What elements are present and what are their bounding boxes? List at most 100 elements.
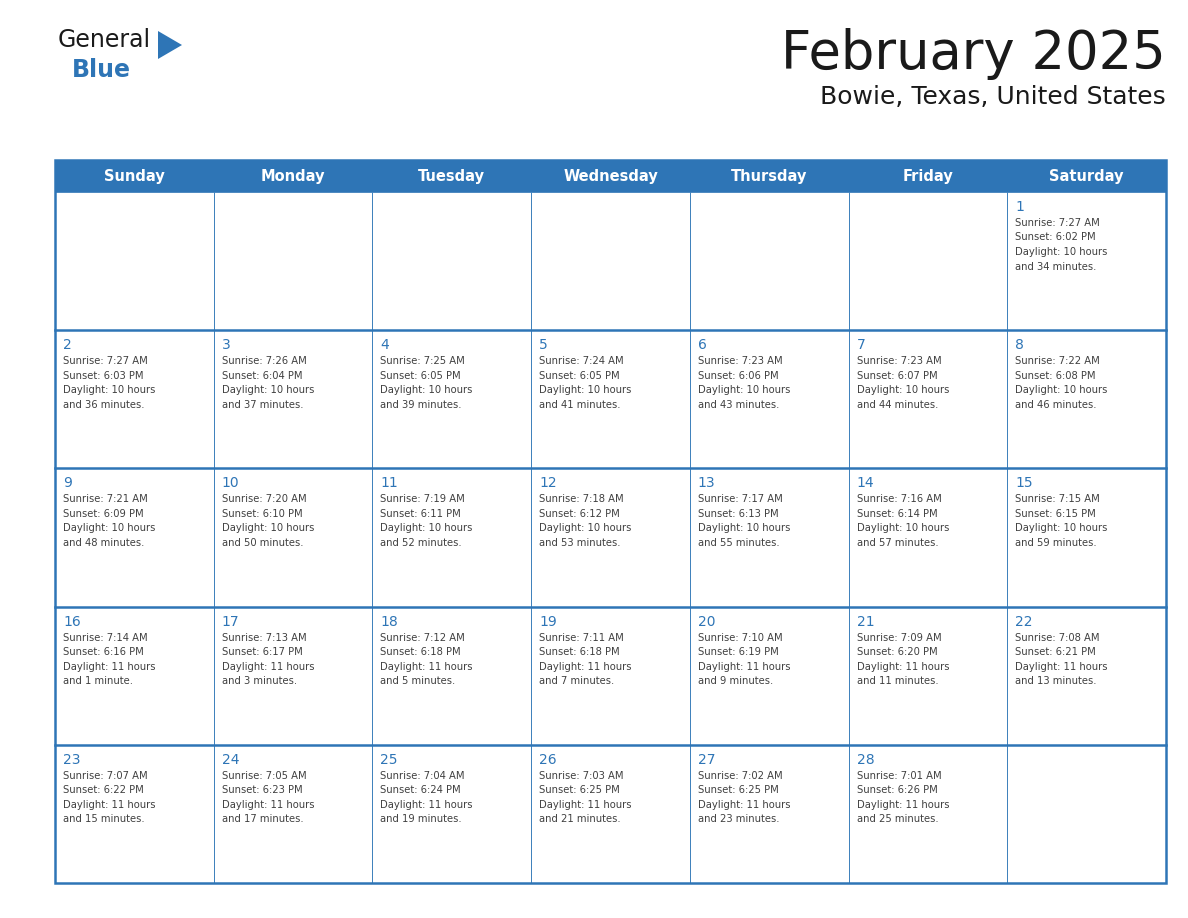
Text: 7: 7 xyxy=(857,338,865,353)
Text: Sunset: 6:06 PM: Sunset: 6:06 PM xyxy=(697,371,778,381)
Text: Tuesday: Tuesday xyxy=(418,169,485,184)
Text: Sunrise: 7:15 AM: Sunrise: 7:15 AM xyxy=(1016,495,1100,504)
Text: Sunset: 6:18 PM: Sunset: 6:18 PM xyxy=(539,647,620,657)
Text: Daylight: 11 hours: Daylight: 11 hours xyxy=(222,800,314,810)
Bar xyxy=(848,192,1007,330)
Bar xyxy=(214,744,372,883)
Text: Sunset: 6:05 PM: Sunset: 6:05 PM xyxy=(539,371,620,381)
Text: Daylight: 10 hours: Daylight: 10 hours xyxy=(539,523,632,533)
Text: Sunset: 6:16 PM: Sunset: 6:16 PM xyxy=(63,647,144,657)
Text: and 43 minutes.: and 43 minutes. xyxy=(697,399,779,409)
Text: Sunrise: 7:08 AM: Sunrise: 7:08 AM xyxy=(1016,633,1100,643)
Bar xyxy=(214,192,372,330)
Text: Sunset: 6:10 PM: Sunset: 6:10 PM xyxy=(222,509,302,519)
Text: Daylight: 10 hours: Daylight: 10 hours xyxy=(1016,523,1107,533)
Text: Daylight: 10 hours: Daylight: 10 hours xyxy=(63,386,156,396)
Text: Daylight: 10 hours: Daylight: 10 hours xyxy=(222,523,314,533)
Text: Sunrise: 7:10 AM: Sunrise: 7:10 AM xyxy=(697,633,783,643)
Text: Sunrise: 7:23 AM: Sunrise: 7:23 AM xyxy=(857,356,941,366)
Text: Sunrise: 7:13 AM: Sunrise: 7:13 AM xyxy=(222,633,307,643)
Text: and 23 minutes.: and 23 minutes. xyxy=(697,814,779,824)
Text: Sunset: 6:11 PM: Sunset: 6:11 PM xyxy=(380,509,461,519)
Text: Sunset: 6:19 PM: Sunset: 6:19 PM xyxy=(697,647,778,657)
Text: Sunset: 6:23 PM: Sunset: 6:23 PM xyxy=(222,785,302,795)
Text: Sunset: 6:02 PM: Sunset: 6:02 PM xyxy=(1016,232,1095,242)
Text: 12: 12 xyxy=(539,476,557,490)
Text: Sunrise: 7:12 AM: Sunrise: 7:12 AM xyxy=(380,633,466,643)
Text: Sunrise: 7:23 AM: Sunrise: 7:23 AM xyxy=(697,356,783,366)
Text: Daylight: 10 hours: Daylight: 10 hours xyxy=(63,523,156,533)
Text: Blue: Blue xyxy=(72,58,131,82)
Text: Daylight: 11 hours: Daylight: 11 hours xyxy=(63,800,156,810)
Text: and 11 minutes.: and 11 minutes. xyxy=(857,676,939,686)
Text: and 46 minutes.: and 46 minutes. xyxy=(1016,399,1097,409)
Bar xyxy=(214,330,372,468)
Text: 27: 27 xyxy=(697,753,715,767)
Text: 13: 13 xyxy=(697,476,715,490)
Text: and 9 minutes.: and 9 minutes. xyxy=(697,676,773,686)
Text: 16: 16 xyxy=(63,614,81,629)
Text: Daylight: 10 hours: Daylight: 10 hours xyxy=(857,386,949,396)
Text: and 50 minutes.: and 50 minutes. xyxy=(222,538,303,548)
Text: 9: 9 xyxy=(63,476,72,490)
Text: Sunset: 6:25 PM: Sunset: 6:25 PM xyxy=(697,785,778,795)
Text: Daylight: 10 hours: Daylight: 10 hours xyxy=(1016,386,1107,396)
Text: and 1 minute.: and 1 minute. xyxy=(63,676,133,686)
Bar xyxy=(531,607,690,744)
Text: Sunset: 6:15 PM: Sunset: 6:15 PM xyxy=(1016,509,1097,519)
Bar xyxy=(55,192,214,330)
Text: 22: 22 xyxy=(1016,614,1032,629)
Bar xyxy=(372,192,531,330)
Text: February 2025: February 2025 xyxy=(782,28,1165,80)
Text: and 55 minutes.: and 55 minutes. xyxy=(697,538,779,548)
Text: 10: 10 xyxy=(222,476,239,490)
Text: 15: 15 xyxy=(1016,476,1032,490)
Text: and 37 minutes.: and 37 minutes. xyxy=(222,399,303,409)
Text: Daylight: 11 hours: Daylight: 11 hours xyxy=(380,800,473,810)
Text: Bowie, Texas, United States: Bowie, Texas, United States xyxy=(820,85,1165,109)
Text: Sunset: 6:09 PM: Sunset: 6:09 PM xyxy=(63,509,144,519)
Bar xyxy=(531,744,690,883)
Text: Sunrise: 7:26 AM: Sunrise: 7:26 AM xyxy=(222,356,307,366)
Bar xyxy=(1007,607,1165,744)
Text: 6: 6 xyxy=(697,338,707,353)
Bar xyxy=(1007,744,1165,883)
Text: General: General xyxy=(58,28,151,52)
Bar xyxy=(690,744,848,883)
Text: Daylight: 10 hours: Daylight: 10 hours xyxy=(380,523,473,533)
Text: Daylight: 11 hours: Daylight: 11 hours xyxy=(63,662,156,672)
Bar xyxy=(55,744,214,883)
Bar xyxy=(214,468,372,607)
Text: Sunrise: 7:21 AM: Sunrise: 7:21 AM xyxy=(63,495,147,504)
Text: Wednesday: Wednesday xyxy=(563,169,658,184)
Bar xyxy=(531,192,690,330)
Text: Sunset: 6:03 PM: Sunset: 6:03 PM xyxy=(63,371,144,381)
Text: Monday: Monday xyxy=(261,169,326,184)
Text: Sunset: 6:24 PM: Sunset: 6:24 PM xyxy=(380,785,461,795)
Text: Sunset: 6:17 PM: Sunset: 6:17 PM xyxy=(222,647,303,657)
Text: Sunrise: 7:27 AM: Sunrise: 7:27 AM xyxy=(1016,218,1100,228)
Text: 23: 23 xyxy=(63,753,81,767)
Text: Sunrise: 7:19 AM: Sunrise: 7:19 AM xyxy=(380,495,466,504)
Text: Daylight: 11 hours: Daylight: 11 hours xyxy=(222,662,314,672)
Text: 20: 20 xyxy=(697,614,715,629)
Text: Daylight: 11 hours: Daylight: 11 hours xyxy=(380,662,473,672)
Bar xyxy=(55,330,214,468)
Text: 24: 24 xyxy=(222,753,239,767)
Text: and 25 minutes.: and 25 minutes. xyxy=(857,814,939,824)
Text: Sunrise: 7:24 AM: Sunrise: 7:24 AM xyxy=(539,356,624,366)
Text: and 5 minutes.: and 5 minutes. xyxy=(380,676,456,686)
Text: and 59 minutes.: and 59 minutes. xyxy=(1016,538,1097,548)
Text: Sunrise: 7:22 AM: Sunrise: 7:22 AM xyxy=(1016,356,1100,366)
Text: Sunset: 6:13 PM: Sunset: 6:13 PM xyxy=(697,509,778,519)
Bar xyxy=(531,468,690,607)
Text: Sunset: 6:05 PM: Sunset: 6:05 PM xyxy=(380,371,461,381)
Text: 5: 5 xyxy=(539,338,548,353)
Bar xyxy=(690,607,848,744)
Text: 28: 28 xyxy=(857,753,874,767)
Text: and 52 minutes.: and 52 minutes. xyxy=(380,538,462,548)
Text: Friday: Friday xyxy=(903,169,953,184)
Text: 17: 17 xyxy=(222,614,239,629)
Text: 19: 19 xyxy=(539,614,557,629)
Text: 14: 14 xyxy=(857,476,874,490)
